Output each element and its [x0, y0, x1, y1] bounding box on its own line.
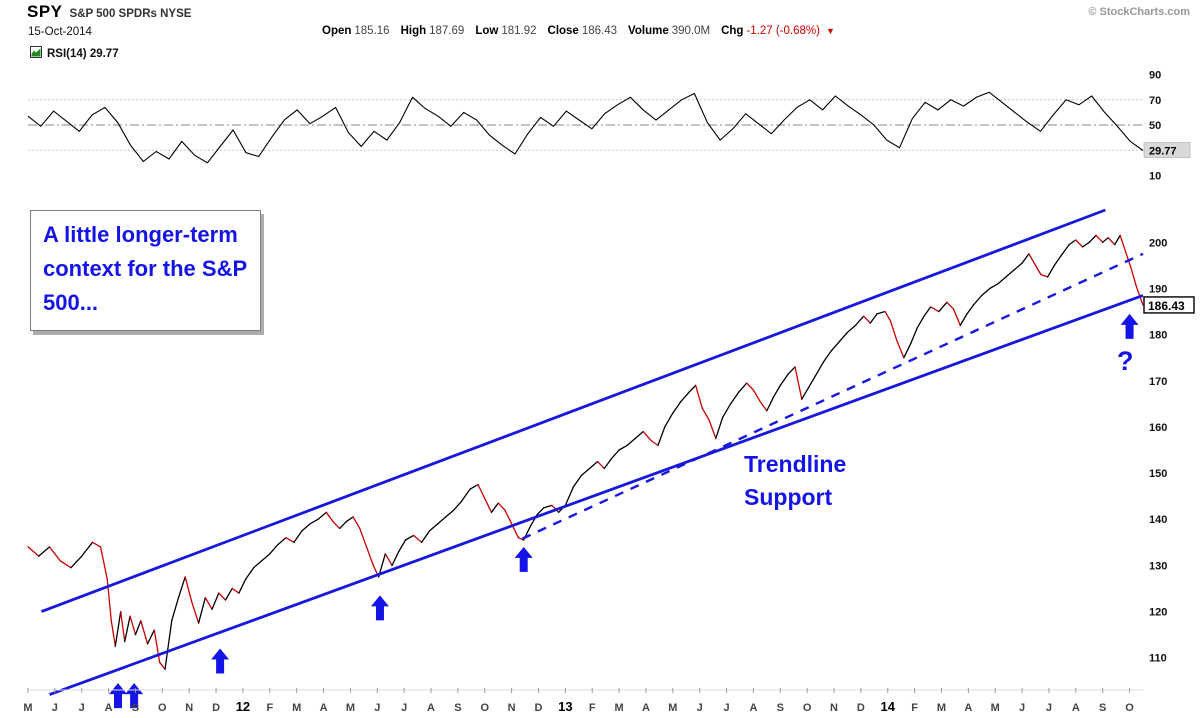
svg-text:J: J: [52, 702, 58, 714]
rsi-legend-label: RSI(14) 29.77: [47, 47, 119, 60]
svg-text:A: A: [964, 702, 972, 714]
svg-text:M: M: [668, 702, 677, 714]
svg-text:A: A: [320, 702, 328, 714]
support-arrows: [109, 313, 1139, 709]
up-arrow-icon: [1120, 313, 1139, 339]
svg-text:N: N: [830, 702, 838, 714]
up-arrow-icon: [514, 546, 533, 572]
svg-text:S: S: [132, 702, 139, 714]
trendline-support-line: [521, 252, 1144, 540]
svg-text:J: J: [79, 702, 85, 714]
annotation-callout-box: A little longer-term context for the S&P…: [30, 210, 261, 331]
quote-item: Open 185.16: [322, 25, 390, 37]
svg-text:50: 50: [1149, 120, 1161, 132]
svg-text:J: J: [401, 702, 407, 714]
svg-text:170: 170: [1149, 376, 1167, 388]
chart-date: 15-Oct-2014: [28, 26, 92, 38]
svg-text:A: A: [642, 702, 650, 714]
svg-text:F: F: [266, 702, 273, 714]
svg-text:S: S: [777, 702, 784, 714]
up-arrow-icon: [125, 683, 144, 709]
svg-text:N: N: [185, 702, 193, 714]
svg-text:A: A: [105, 702, 113, 714]
price-axis: 200 190 180 170 160 150 140 130 120 110 186.43: [1143, 237, 1195, 665]
svg-text:140: 140: [1149, 514, 1167, 526]
svg-text:14: 14: [881, 699, 896, 714]
svg-text:J: J: [1019, 702, 1025, 714]
svg-text:M: M: [346, 702, 355, 714]
svg-text:F: F: [589, 702, 596, 714]
svg-text:12: 12: [236, 699, 250, 714]
svg-text:M: M: [937, 702, 946, 714]
svg-text:180: 180: [1149, 330, 1167, 342]
svg-text:M: M: [292, 702, 301, 714]
up-arrow-icon: [211, 648, 230, 674]
svg-text:S: S: [454, 702, 461, 714]
svg-text:13: 13: [558, 699, 572, 714]
svg-text:160: 160: [1149, 422, 1167, 434]
svg-text:200: 200: [1149, 237, 1167, 249]
svg-text:N: N: [508, 702, 516, 714]
trendline-support-label: Trendline Support: [744, 451, 847, 510]
up-arrow-icon: [370, 595, 389, 621]
svg-text:F: F: [911, 702, 918, 714]
svg-text:D: D: [212, 702, 220, 714]
svg-text:M: M: [991, 702, 1000, 714]
svg-text:110: 110: [1149, 653, 1167, 665]
indicator-icon: [30, 46, 42, 61]
svg-text:O: O: [1125, 702, 1134, 714]
svg-text:A: A: [427, 702, 435, 714]
svg-text:M: M: [614, 702, 623, 714]
svg-text:120: 120: [1149, 607, 1167, 619]
quote-item: Close 186.43: [547, 25, 618, 37]
svg-text:D: D: [857, 702, 865, 714]
svg-text:70: 70: [1149, 95, 1161, 107]
rsi-legend: RSI(14) 29.77: [30, 46, 119, 61]
svg-text:M: M: [23, 702, 32, 714]
svg-text:186.43: 186.43: [1148, 299, 1185, 313]
quote-item: Chg -1.27 (-0.68%): [721, 25, 820, 37]
quote-bar: Open 185.16 High 187.69 Low 181.92 Close 186.43…: [322, 25, 835, 37]
svg-text:J: J: [723, 702, 729, 714]
svg-text:10: 10: [1149, 170, 1161, 182]
x-axis: M J J A S O N D 12 F M A M J J A S O N D 13 F M A M J J A S O N D 14 F M A M…: [23, 688, 1143, 714]
chart-header: SPY S&P 500 SPDRs NYSE: [27, 2, 191, 22]
svg-text:J: J: [1046, 702, 1052, 714]
lower-channel-line: [49, 294, 1144, 696]
rsi-panel: [27, 91, 1144, 164]
upper-channel-line: [40, 208, 1106, 613]
quote-item: High 187.69: [400, 25, 465, 37]
svg-text:90: 90: [1149, 70, 1161, 82]
ticker-symbol: SPY: [27, 2, 63, 21]
svg-text:O: O: [803, 702, 812, 714]
question-mark-annotation: ?: [1117, 346, 1134, 376]
quote-item: Low 181.92: [475, 25, 537, 37]
up-arrow-icon: [109, 683, 128, 709]
svg-text:O: O: [480, 702, 489, 714]
trendlines: [40, 208, 1144, 696]
ticker-description: S&P 500 SPDRs NYSE: [69, 8, 192, 20]
last-price-box: [1143, 296, 1195, 314]
svg-text:A: A: [749, 702, 757, 714]
svg-text:J: J: [374, 702, 380, 714]
svg-text:S: S: [1099, 702, 1106, 714]
svg-text:A: A: [1072, 702, 1080, 714]
svg-text:29.77: 29.77: [1149, 145, 1177, 157]
change-down-icon: ▼: [825, 26, 835, 36]
price-plot: [27, 234, 1144, 670]
svg-text:O: O: [158, 702, 167, 714]
svg-text:D: D: [535, 702, 543, 714]
quote-item: Volume 390.0M: [628, 25, 711, 37]
stockcharts-credit: © StockCharts.com: [1088, 6, 1190, 18]
svg-text:J: J: [697, 702, 703, 714]
svg-text:190: 190: [1149, 283, 1167, 295]
svg-text:130: 130: [1149, 560, 1167, 572]
svg-text:150: 150: [1149, 468, 1167, 480]
rsi-axis: 907050301029.77: [1143, 70, 1191, 182]
